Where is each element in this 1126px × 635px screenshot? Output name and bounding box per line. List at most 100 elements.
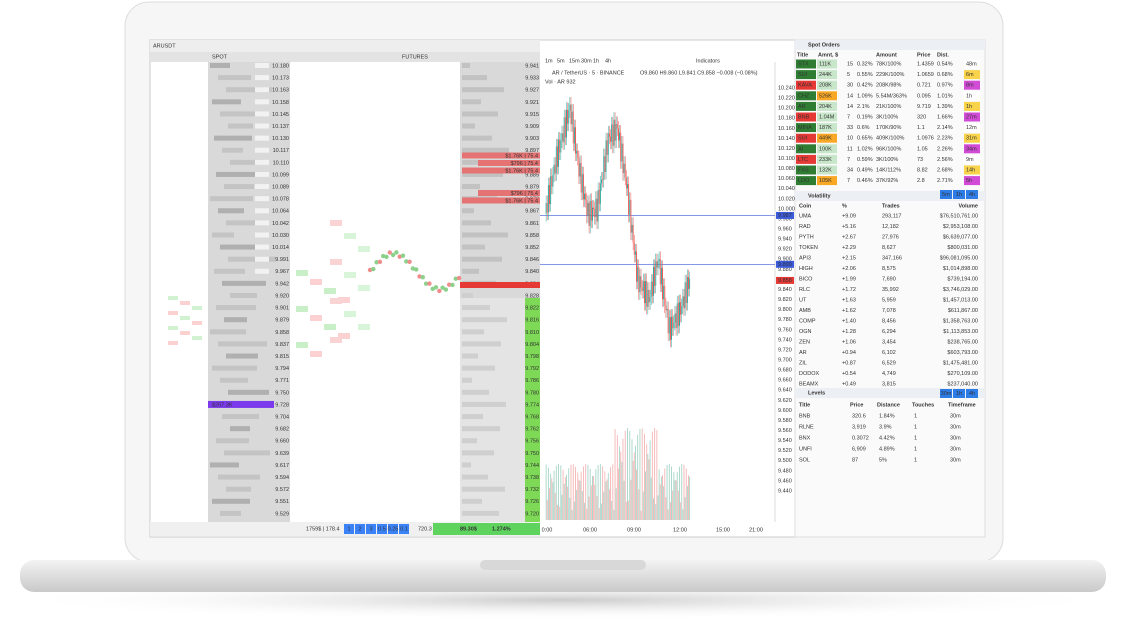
- timeframe[interactable]: 5m: [557, 58, 565, 64]
- futures-price: 9.828: [525, 293, 539, 299]
- indicators[interactable]: Indicators: [696, 58, 720, 64]
- volume-bar: [596, 496, 598, 520]
- price-axis-label: 9.880: [778, 267, 792, 273]
- volume-bar: [592, 475, 593, 520]
- tf-button-label: 4h: [969, 192, 975, 198]
- time: 48m: [966, 61, 977, 67]
- volume-bar: [462, 377, 472, 383]
- qty: 409K/100%: [876, 136, 905, 142]
- tf-button[interactable]: [966, 190, 978, 199]
- spot-price: 9.704: [275, 415, 289, 421]
- candle-body: [686, 277, 688, 304]
- tf-button[interactable]: [966, 389, 978, 398]
- levels-cell: 1: [914, 435, 917, 441]
- volume-bar: [629, 430, 631, 520]
- trade-dot: [390, 252, 396, 258]
- spot-price: 9.750: [275, 390, 289, 396]
- volume-bar: [216, 438, 249, 444]
- price-axis-label: 9.960: [778, 227, 792, 233]
- candle-body: [599, 183, 601, 204]
- volume-bar: [462, 365, 495, 371]
- volume-bar: [660, 476, 662, 520]
- trade-dot: [423, 281, 429, 286]
- pct: 0.6%: [857, 125, 870, 131]
- panel-header: [150, 52, 540, 62]
- depth-cell: [324, 324, 336, 330]
- step-button[interactable]: [355, 524, 365, 534]
- timeframe[interactable]: 1m: [545, 58, 553, 64]
- futures-price: 9.726: [525, 499, 539, 505]
- dist: 1.39%: [937, 104, 953, 110]
- column-header: Volume: [959, 203, 978, 209]
- step-button[interactable]: [388, 524, 398, 534]
- candle-body: [556, 146, 558, 167]
- tf-button[interactable]: [940, 190, 952, 199]
- candle-body: [569, 104, 571, 111]
- volume-bar: [639, 428, 641, 520]
- trade-dot: [397, 254, 402, 259]
- volatility-cell: ZIL: [799, 360, 807, 366]
- volume-bar: [681, 464, 683, 520]
- dist: 0.97%: [937, 83, 953, 89]
- step-button[interactable]: [377, 524, 387, 534]
- volatility-cell: $1,457,013.00: [943, 297, 978, 303]
- volume-bar: [641, 428, 643, 520]
- bid-cell: [255, 184, 269, 190]
- futures-price: 9.756: [525, 439, 539, 445]
- price: 1.0659: [917, 72, 934, 78]
- tf-button[interactable]: [953, 190, 965, 199]
- levels-cell: BNB: [799, 413, 811, 419]
- candle-body: [597, 189, 599, 222]
- count: 33: [847, 125, 853, 131]
- tf-button[interactable]: [953, 389, 965, 398]
- timeframe[interactable]: 15m: [569, 58, 580, 64]
- timeframe[interactable]: 30m: [581, 58, 592, 64]
- step-button[interactable]: [366, 524, 376, 534]
- volume-bar: [578, 479, 580, 520]
- volume-bar: [684, 497, 686, 520]
- volatility-title: Volatility: [808, 193, 831, 199]
- pct: 2.1%: [857, 104, 870, 110]
- volume-bar: [636, 469, 637, 520]
- amount-cell: [817, 70, 837, 80]
- step-button[interactable]: [399, 524, 409, 534]
- count: 15: [847, 61, 853, 67]
- volatility-cell: RAD: [799, 224, 811, 230]
- trade-dot: [371, 266, 376, 272]
- volatility-cell: +2.29: [842, 245, 856, 251]
- candle-body: [634, 251, 636, 255]
- candle-body: [593, 207, 595, 210]
- candle-body: [689, 279, 691, 289]
- volume-bar: [682, 509, 684, 520]
- spot-orders-title: Spot Orders: [808, 42, 840, 48]
- count: 30: [847, 83, 853, 89]
- trade-dot: [374, 260, 379, 265]
- volume-bar: [555, 465, 557, 520]
- volume-bar: [569, 497, 571, 520]
- candle-body: [612, 124, 614, 146]
- ask-row: [462, 152, 540, 159]
- qty: 37K/92%: [876, 178, 898, 184]
- timeframe[interactable]: 4h: [605, 58, 611, 64]
- candle-body: [641, 287, 643, 291]
- volume-bar: [462, 293, 473, 298]
- volume-bar: [594, 484, 596, 520]
- timeframe[interactable]: 1h: [593, 58, 599, 64]
- volume-bar: [679, 466, 680, 520]
- volume-bar: [633, 452, 635, 520]
- volume-bar: [462, 305, 490, 311]
- step-button[interactable]: [344, 524, 354, 534]
- volume-bar: [462, 75, 487, 81]
- candle-body: [637, 266, 639, 282]
- pct: 0.49%: [857, 167, 873, 173]
- bid-cell: [255, 87, 269, 93]
- volume-bar: [645, 471, 647, 520]
- volatility-cell: API3: [799, 255, 811, 261]
- volume-bar: [630, 479, 632, 520]
- volume-bar: [666, 464, 668, 520]
- depth-cell: [330, 259, 342, 265]
- coin-tag: [796, 165, 816, 175]
- candle-body: [640, 276, 642, 288]
- futures-price: 9.786: [525, 378, 539, 384]
- tf-button[interactable]: [940, 389, 952, 398]
